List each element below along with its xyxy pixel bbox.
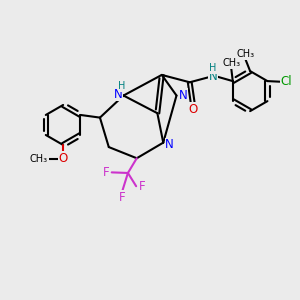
Text: N: N bbox=[165, 139, 174, 152]
Text: CH₃: CH₃ bbox=[222, 58, 240, 68]
Text: N: N bbox=[178, 89, 188, 102]
Text: F: F bbox=[119, 191, 126, 204]
Text: O: O bbox=[58, 152, 68, 165]
Text: H: H bbox=[209, 63, 216, 73]
Text: Cl: Cl bbox=[280, 75, 292, 88]
Text: H: H bbox=[118, 81, 126, 91]
Text: N: N bbox=[209, 70, 218, 83]
Text: CH₃: CH₃ bbox=[237, 49, 255, 59]
Text: CH₃: CH₃ bbox=[30, 154, 48, 164]
Text: F: F bbox=[139, 180, 145, 193]
Text: F: F bbox=[103, 166, 109, 179]
Text: O: O bbox=[188, 103, 197, 116]
Text: N: N bbox=[114, 88, 123, 100]
